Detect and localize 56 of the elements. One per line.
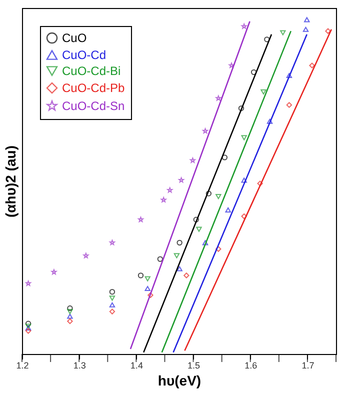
point bbox=[302, 26, 309, 32]
point bbox=[67, 318, 73, 324]
point bbox=[304, 17, 310, 22]
point bbox=[238, 105, 244, 112]
legend-label: CuO bbox=[62, 31, 87, 45]
point bbox=[202, 240, 208, 246]
point bbox=[309, 62, 315, 68]
point bbox=[67, 314, 73, 319]
legend-label: CuO-Cd-Pb bbox=[62, 81, 126, 95]
point bbox=[109, 308, 116, 314]
point bbox=[144, 276, 150, 282]
y-axis-title: (αhυ)2 (au) bbox=[2, 146, 18, 218]
point bbox=[264, 36, 270, 42]
point bbox=[196, 226, 202, 232]
x-tick-label: 1.5 bbox=[188, 360, 200, 370]
x-tick-label: 1.6 bbox=[244, 360, 258, 370]
point bbox=[176, 240, 182, 246]
point bbox=[25, 328, 32, 334]
point bbox=[174, 253, 180, 258]
point bbox=[109, 288, 116, 295]
point bbox=[67, 309, 73, 314]
point bbox=[280, 30, 286, 36]
x-axis-title: hυ(eV) bbox=[158, 372, 202, 388]
point bbox=[241, 213, 247, 220]
point bbox=[109, 302, 116, 308]
point bbox=[184, 272, 190, 278]
point bbox=[138, 272, 144, 278]
x-tick-label: 1.4 bbox=[130, 360, 143, 370]
x-tick-label: 1.2 bbox=[16, 360, 29, 370]
legend-label: CuO-Cd-Bi bbox=[62, 64, 121, 78]
point bbox=[222, 154, 228, 160]
point bbox=[148, 292, 154, 298]
x-tick-label: 1.7 bbox=[302, 360, 314, 370]
point bbox=[286, 73, 292, 78]
point bbox=[193, 216, 199, 222]
point bbox=[257, 180, 263, 186]
point bbox=[206, 190, 212, 196]
point bbox=[67, 305, 73, 312]
point bbox=[250, 69, 257, 76]
point bbox=[286, 102, 292, 108]
point bbox=[216, 246, 222, 252]
point bbox=[109, 296, 116, 301]
point bbox=[241, 135, 247, 140]
point bbox=[157, 256, 164, 262]
point bbox=[260, 89, 266, 94]
point bbox=[216, 194, 222, 200]
x-tick-label: 1.3 bbox=[73, 360, 86, 370]
legend-label: CuO-Cd bbox=[62, 48, 106, 62]
legend-label: CuO-Cd-Sn bbox=[62, 99, 125, 113]
point bbox=[176, 266, 182, 272]
point bbox=[144, 286, 150, 292]
point bbox=[25, 320, 32, 326]
point bbox=[325, 28, 331, 34]
point bbox=[266, 118, 273, 124]
point bbox=[225, 207, 231, 212]
point bbox=[241, 178, 247, 183]
